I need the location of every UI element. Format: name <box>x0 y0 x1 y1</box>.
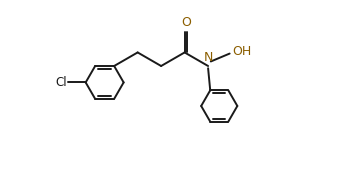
Text: OH: OH <box>232 45 251 58</box>
Text: Cl: Cl <box>55 76 67 89</box>
Text: N: N <box>203 51 213 64</box>
Text: O: O <box>182 16 191 29</box>
